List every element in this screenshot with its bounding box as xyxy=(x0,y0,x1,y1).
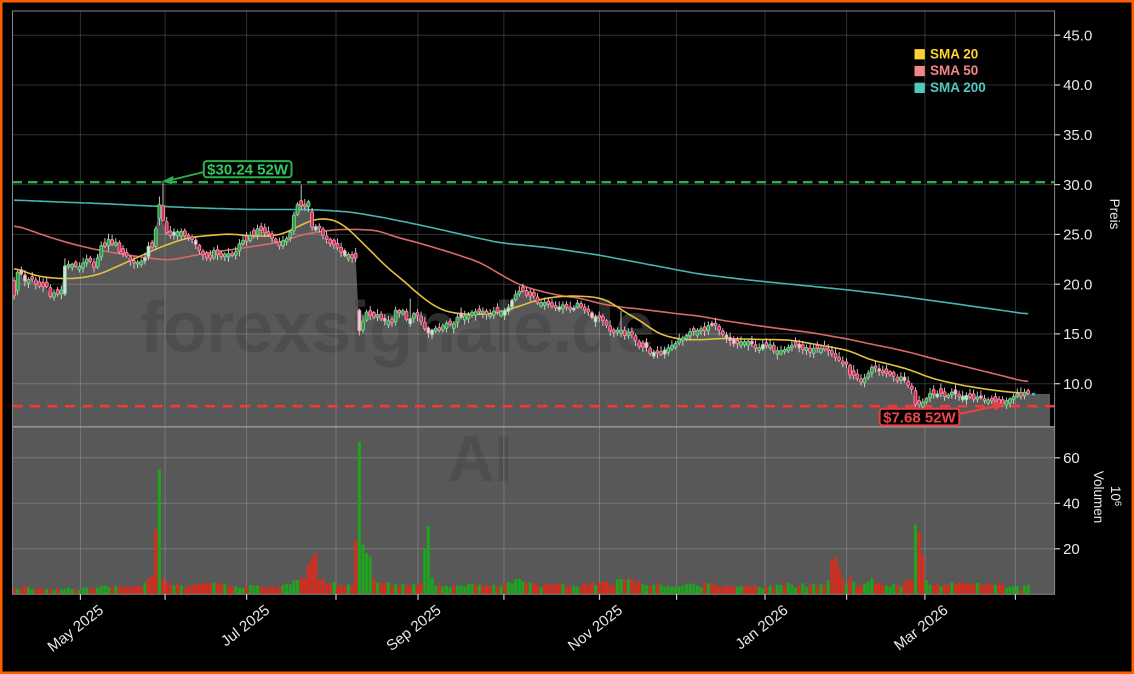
svg-text:$7.68 52W: $7.68 52W xyxy=(883,409,956,426)
svg-text:60: 60 xyxy=(1063,450,1080,467)
svg-text:20: 20 xyxy=(1063,541,1080,558)
svg-text:20.0: 20.0 xyxy=(1063,276,1092,293)
svg-text:40: 40 xyxy=(1063,496,1080,513)
svg-text:Volumen: Volumen xyxy=(1091,471,1106,524)
svg-text:$30.24 52W: $30.24 52W xyxy=(207,161,289,178)
svg-text:SMA 50: SMA 50 xyxy=(930,63,978,78)
svg-text:AI: AI xyxy=(448,422,513,495)
svg-text:45.0: 45.0 xyxy=(1063,27,1092,44)
svg-text:SMA 20: SMA 20 xyxy=(930,46,978,61)
svg-text:forexsignale.de: forexsignale.de xyxy=(140,288,653,368)
svg-text:SMA 200: SMA 200 xyxy=(930,80,986,95)
svg-text:35.0: 35.0 xyxy=(1063,127,1092,144)
svg-text:Preis: Preis xyxy=(1107,199,1122,230)
svg-text:40.0: 40.0 xyxy=(1063,77,1092,94)
svg-text:10.0: 10.0 xyxy=(1063,376,1092,393)
svg-text:25.0: 25.0 xyxy=(1063,227,1092,244)
svg-text:15.0: 15.0 xyxy=(1063,326,1092,343)
svg-text:30.0: 30.0 xyxy=(1063,177,1092,194)
